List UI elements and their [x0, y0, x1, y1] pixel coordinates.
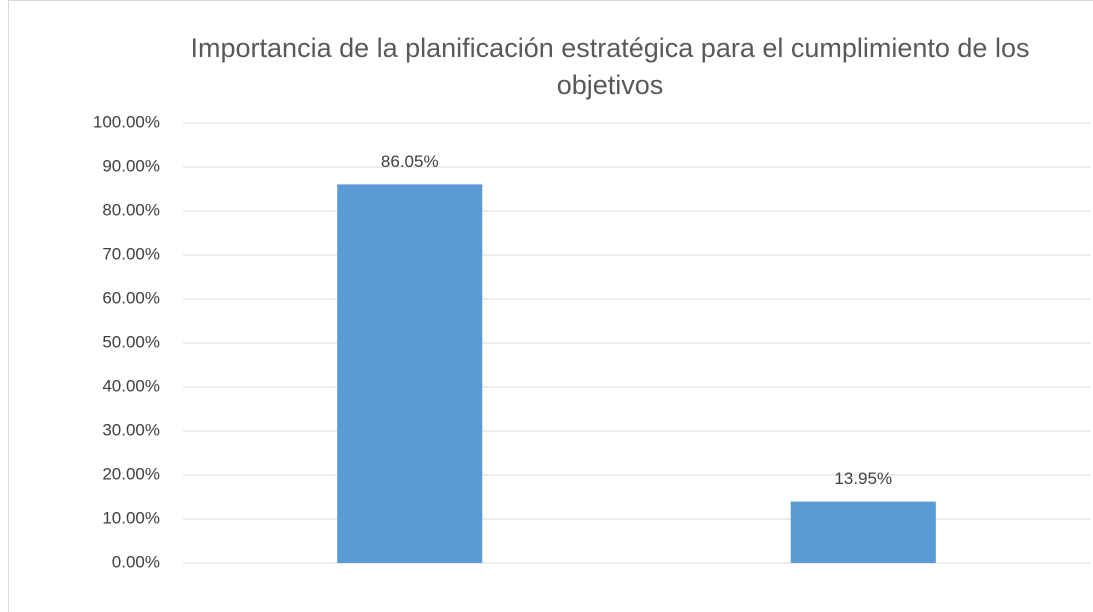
y-tick-label: 50.00%: [102, 332, 160, 351]
y-tick-label: 10.00%: [102, 508, 160, 527]
y-tick-label: 20.00%: [102, 464, 160, 483]
bar: [337, 184, 483, 563]
bar: [790, 501, 936, 563]
y-tick-label: 40.00%: [102, 376, 160, 395]
data-label: 86.05%: [381, 152, 439, 171]
y-tick-label: 90.00%: [102, 156, 160, 175]
y-tick-label: 60.00%: [102, 288, 160, 307]
y-tick-label: 80.00%: [102, 200, 160, 219]
chart-title: Importancia de la planificación estratég…: [190, 33, 1030, 100]
data-label: 13.95%: [834, 469, 892, 488]
y-tick-label: 100.00%: [93, 112, 160, 131]
chart-frame: [8, 0, 1093, 612]
y-tick-label: 30.00%: [102, 420, 160, 439]
y-tick-label: 0.00%: [112, 552, 160, 571]
y-tick-label: 70.00%: [102, 244, 160, 263]
